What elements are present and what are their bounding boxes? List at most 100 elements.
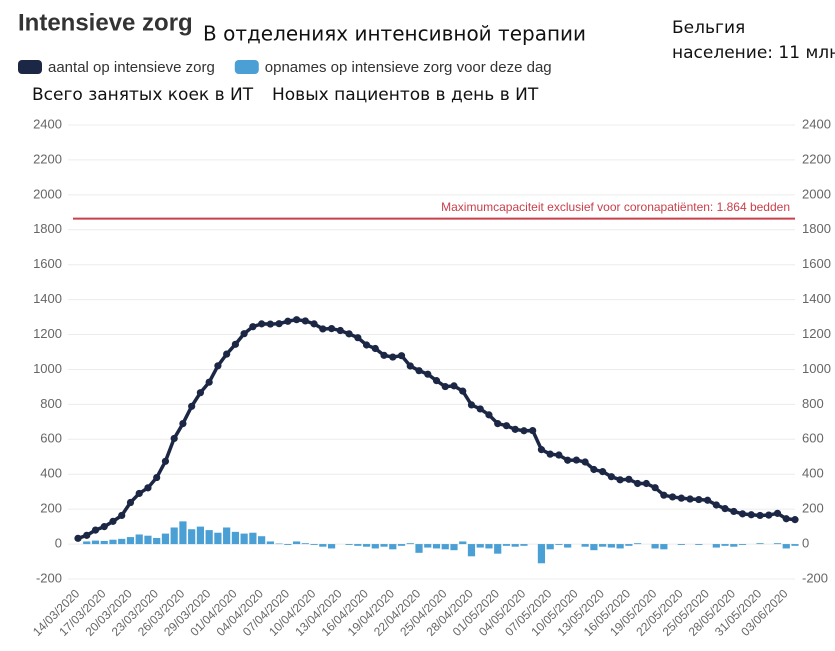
point bbox=[660, 491, 668, 499]
point bbox=[327, 325, 336, 333]
point bbox=[642, 479, 650, 488]
bar bbox=[424, 544, 432, 548]
point bbox=[730, 507, 738, 516]
point bbox=[703, 496, 712, 504]
y-tick-label: 600 bbox=[40, 431, 62, 446]
point bbox=[214, 362, 222, 370]
point bbox=[546, 450, 554, 458]
point bbox=[397, 352, 406, 360]
point bbox=[109, 517, 117, 525]
y-tick-label: 1200 bbox=[33, 326, 62, 341]
point bbox=[599, 468, 607, 476]
bar bbox=[537, 544, 546, 564]
point bbox=[196, 389, 205, 397]
bar bbox=[782, 544, 790, 549]
bar bbox=[109, 539, 117, 545]
bar bbox=[153, 537, 161, 545]
bar bbox=[406, 543, 414, 545]
y-tick-label: 200 bbox=[40, 501, 62, 516]
point bbox=[188, 402, 196, 410]
bar bbox=[144, 535, 152, 545]
bar bbox=[310, 544, 318, 545]
annotation: население: 11 млн. bbox=[672, 43, 835, 63]
bar bbox=[467, 544, 476, 557]
point bbox=[581, 458, 589, 466]
bar bbox=[170, 527, 178, 545]
bar bbox=[476, 544, 484, 548]
bar bbox=[502, 544, 511, 546]
point bbox=[695, 495, 703, 504]
point bbox=[354, 334, 362, 342]
y-tick-label: 1800 bbox=[33, 221, 62, 236]
point bbox=[668, 493, 677, 501]
bar bbox=[161, 533, 170, 545]
point bbox=[266, 320, 274, 328]
bar bbox=[188, 529, 196, 545]
point bbox=[564, 456, 572, 464]
point bbox=[555, 451, 563, 459]
bar bbox=[205, 530, 213, 545]
point bbox=[625, 475, 633, 483]
y-tick-label: 0 bbox=[55, 536, 62, 551]
bar bbox=[231, 531, 239, 545]
bar bbox=[91, 540, 100, 545]
point bbox=[721, 505, 729, 513]
bar bbox=[258, 536, 266, 545]
annotation: Всего занятых коек в ИТ bbox=[32, 85, 254, 105]
point bbox=[537, 446, 546, 454]
bar bbox=[695, 544, 703, 545]
y2-tick-label: 1200 bbox=[802, 326, 831, 341]
point bbox=[756, 511, 764, 520]
y-tick-label: 2400 bbox=[33, 116, 62, 131]
y2-tick-label: 600 bbox=[802, 431, 824, 446]
point bbox=[782, 515, 790, 523]
bar bbox=[266, 541, 274, 545]
point bbox=[161, 457, 170, 465]
point bbox=[747, 511, 755, 519]
point bbox=[572, 456, 581, 464]
point bbox=[170, 434, 178, 443]
y-tick-label: 800 bbox=[40, 396, 62, 411]
legend-label: opnames op intensieve zorg voor deze dag bbox=[265, 59, 552, 76]
point bbox=[284, 317, 292, 325]
bar bbox=[651, 544, 659, 549]
point bbox=[459, 387, 467, 395]
point bbox=[424, 370, 432, 378]
point bbox=[773, 509, 782, 517]
bar bbox=[380, 544, 388, 547]
bar bbox=[275, 543, 283, 545]
annotation: В отделениях интенсивной терапии bbox=[203, 22, 586, 46]
point bbox=[406, 362, 414, 370]
legend-label: aantal op intensieve zorg bbox=[48, 59, 215, 76]
point bbox=[74, 534, 82, 542]
point bbox=[467, 401, 476, 409]
point bbox=[607, 473, 615, 481]
point bbox=[738, 510, 747, 518]
point bbox=[179, 419, 187, 428]
point bbox=[362, 341, 371, 349]
point bbox=[144, 484, 152, 492]
bar bbox=[721, 544, 729, 546]
point bbox=[380, 351, 388, 359]
bar bbox=[738, 544, 747, 545]
bar bbox=[485, 544, 493, 549]
bar bbox=[354, 544, 362, 546]
bar bbox=[590, 544, 598, 551]
point bbox=[205, 378, 213, 386]
point bbox=[258, 320, 266, 328]
point bbox=[240, 330, 248, 338]
y2-tick-label: 2000 bbox=[802, 186, 831, 201]
chart-title: Intensieve zorg bbox=[18, 9, 193, 36]
y2-tick-label: 0 bbox=[802, 536, 809, 551]
point bbox=[135, 489, 143, 498]
y2-tick-label: 2200 bbox=[802, 151, 831, 166]
point bbox=[712, 501, 720, 509]
point bbox=[494, 419, 502, 428]
point bbox=[100, 523, 108, 531]
bar bbox=[214, 532, 222, 545]
point bbox=[616, 476, 624, 484]
y2-tick-label: 400 bbox=[802, 466, 824, 481]
bar bbox=[546, 544, 554, 550]
legend-swatch bbox=[234, 60, 259, 74]
bar bbox=[625, 544, 633, 546]
